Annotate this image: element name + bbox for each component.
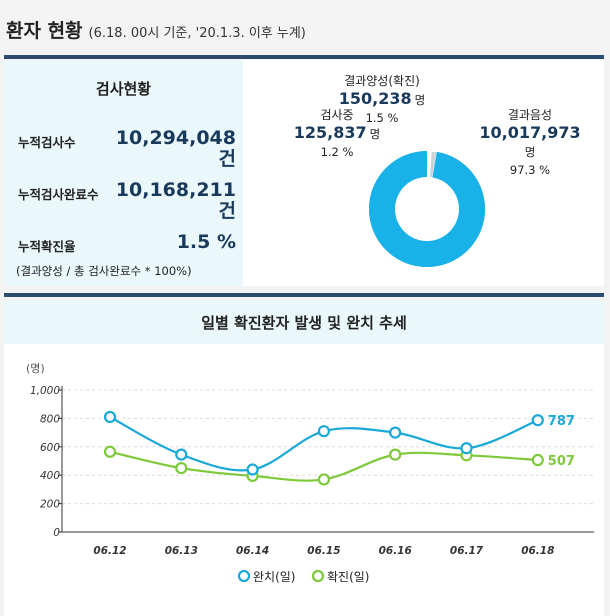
- donut-segment-percent: 1.5 %: [365, 111, 399, 125]
- donut-segment-value: 150,238: [338, 89, 412, 108]
- page-subtitle: (6.18. 00시 기준, '20.1.3. 이후 누계): [88, 26, 306, 41]
- x-tick-label: 06.18: [521, 545, 554, 557]
- top-divider: [4, 55, 604, 59]
- result-donut-chart: [369, 150, 485, 267]
- series-line: [109, 416, 539, 472]
- donut-label-negative: 결과음성 10,017,973 명 97.3 %: [460, 106, 600, 177]
- summary-label: 누적확진율: [18, 239, 76, 254]
- y-tick-label: 400: [40, 470, 60, 482]
- y-tick-label: 0: [53, 527, 60, 539]
- data-point: [389, 426, 402, 439]
- donut-segment-percent: 1.2 %: [320, 145, 354, 159]
- x-tick-label: 06.13: [165, 545, 198, 557]
- end-value-label: 787: [548, 414, 575, 429]
- x-tick-label: 06.15: [307, 545, 340, 557]
- donut-segment-value: 125,837: [293, 123, 367, 142]
- donut-label-testing: 검사중 125,837 명 1.2 %: [282, 106, 392, 159]
- data-point: [317, 425, 330, 438]
- legend-label: 완치(일): [253, 570, 295, 584]
- x-tick-label: 06.12: [93, 545, 126, 557]
- y-axis-unit: (명): [26, 362, 45, 375]
- y-tick-label: 200: [40, 499, 60, 511]
- legend-label: 확진(일): [327, 570, 369, 584]
- positive-rate-formula: (결과양성 / 총 검사완료수 * 100%): [16, 264, 192, 278]
- page-header: 환자 현황 (6.18. 00시 기준, '20.1.3. 이후 누계): [6, 16, 306, 48]
- chart-legend: 완치(일) 확진(일): [237, 569, 369, 584]
- data-point: [175, 461, 188, 475]
- data-point: [531, 414, 544, 427]
- donut-segment-label: 결과음성: [507, 108, 553, 122]
- data-point: [389, 448, 402, 461]
- donut-label-positive: 결과양성(확진) 150,238 명 1.5 %: [282, 72, 482, 125]
- summary-value: 10,168,211 건: [115, 179, 236, 222]
- end-value-label: 507: [548, 454, 575, 469]
- data-point: [175, 448, 188, 461]
- donut-unit: 명: [369, 127, 381, 141]
- summary-label: 누적검사수: [18, 135, 76, 150]
- donut-segment-percent: 97.3 %: [509, 163, 551, 177]
- y-tick-label: 800: [40, 413, 60, 425]
- donut-segment-label: 검사중: [320, 108, 354, 122]
- x-tick-label: 06.16: [379, 545, 412, 557]
- legend-marker: [237, 569, 251, 583]
- trend-line-chart: (명) 0 200 400 600 800 1,000 06.12 06.13 06.14 06.1…: [26, 362, 594, 584]
- x-tick-label: 06.14: [236, 545, 269, 557]
- summary-value: 1.5 %: [176, 231, 236, 253]
- legend-marker: [311, 569, 325, 583]
- donut-unit: 명: [414, 93, 426, 107]
- mid-divider: [4, 293, 604, 297]
- data-point: [103, 410, 117, 424]
- data-point: [246, 463, 259, 476]
- trend-chart-panel: 일별 확진환자 발생 및 완치 추세 (명) 0 200 400 600 800 1,000…: [4, 300, 604, 616]
- donut-unit: 명: [524, 145, 536, 159]
- data-point: [103, 445, 117, 458]
- x-tick-label: 06.17: [450, 545, 484, 557]
- summary-label: 누적검사완료수: [18, 187, 99, 202]
- test-summary-box: 검사현황 누적검사수 10,294,048 건 누적검사완료수 10,168,2…: [4, 60, 243, 286]
- data-point: [460, 442, 473, 455]
- data-point: [531, 453, 544, 467]
- donut-hole: [395, 177, 459, 241]
- y-tick-label: 600: [40, 442, 60, 454]
- summary-title: 검사현황: [95, 80, 152, 98]
- page-title: 환자 현황: [6, 20, 83, 42]
- y-tick-label: 1,000: [30, 385, 60, 397]
- summary-value: 10,294,048 건: [115, 127, 236, 170]
- test-status-panel: 검사현황 누적검사수 10,294,048 건 누적검사완료수 10,168,2…: [4, 60, 604, 286]
- donut-segment-value: 10,017,973: [479, 123, 581, 142]
- chart-title: 일별 확진환자 발생 및 완치 추세: [4, 300, 604, 344]
- donut-segment-label: 결과양성(확진): [344, 74, 420, 88]
- data-point: [317, 473, 330, 486]
- donut-slice: [369, 151, 485, 267]
